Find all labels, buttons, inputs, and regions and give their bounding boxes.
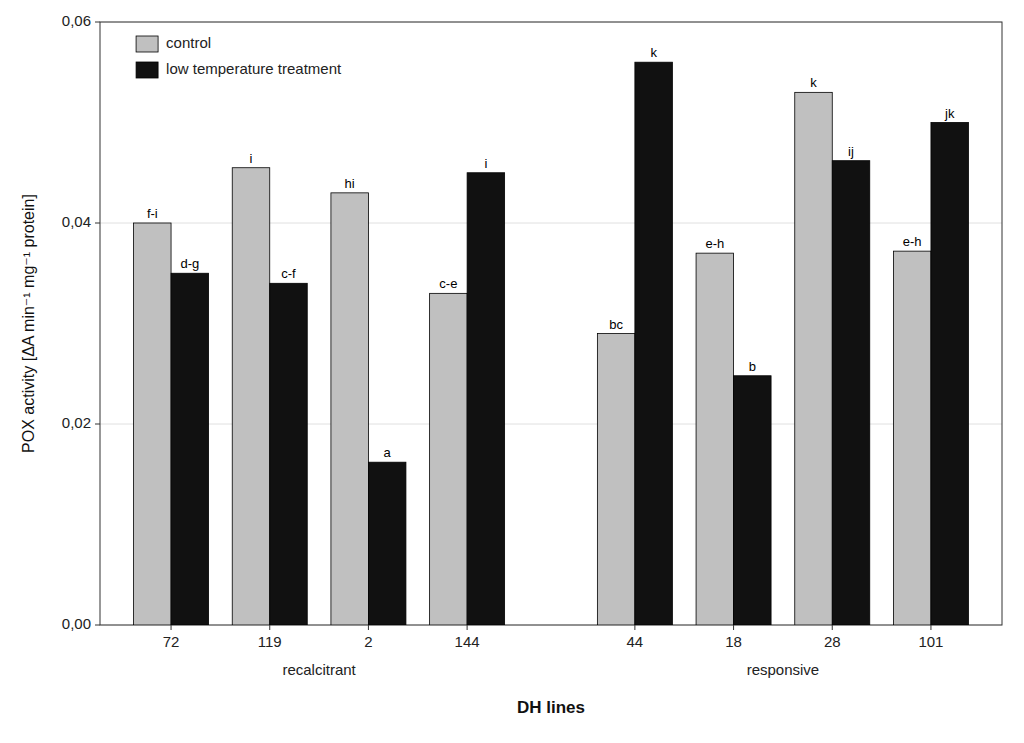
legend: control low temperature treatment	[136, 34, 342, 78]
significance-letter: b	[749, 359, 756, 374]
bar	[635, 62, 673, 625]
x-tick-label: 28	[824, 633, 841, 650]
x-tick	[930, 625, 931, 630]
bar-letters: f-i i hi c-e bc e-h k e-h d-g c-f a i k b ij jk	[147, 45, 955, 460]
x-tick	[733, 625, 734, 630]
significance-letter: a	[384, 445, 392, 460]
y-tick	[95, 424, 100, 425]
x-tick	[832, 625, 833, 630]
y-tick-label: 0,00	[62, 615, 91, 632]
bar	[832, 161, 870, 625]
bar	[368, 462, 406, 625]
bar	[734, 376, 772, 625]
x-tick-label: 101	[918, 633, 943, 650]
bar	[331, 193, 369, 625]
significance-letter: c-f	[281, 266, 296, 281]
x-axis-label: DH lines	[517, 698, 585, 717]
significance-letter: bc	[609, 317, 623, 332]
significance-letter: hi	[345, 176, 355, 191]
y-tick	[95, 625, 100, 626]
bar	[696, 253, 734, 625]
x-tick-label: 2	[364, 633, 372, 650]
legend-swatch	[136, 36, 158, 52]
significance-letter: i	[250, 151, 253, 166]
significance-letter: e-h	[903, 234, 922, 249]
chart-container: 0,00 0,02 0,04 0,06 72 119 2 144 44 18 28 101 recalc…	[0, 0, 1024, 743]
x-tick	[368, 625, 369, 630]
significance-letter: f-i	[147, 206, 158, 221]
y-tick	[95, 223, 100, 224]
x-tick-label: 119	[258, 633, 282, 650]
category-group-label: recalcitrant	[282, 661, 356, 678]
bar	[270, 283, 308, 625]
axes: 0,00 0,02 0,04 0,06 72 119 2 144 44 18 28 101 recalc…	[62, 12, 1002, 678]
x-tick-label: 72	[163, 633, 180, 650]
significance-letter: k	[810, 75, 817, 90]
x-tick-label: 144	[455, 633, 480, 650]
x-tick-label: 44	[627, 633, 644, 650]
x-tick	[269, 625, 270, 630]
y-tick-label: 0,04	[62, 213, 91, 230]
y-tick-label: 0,06	[62, 12, 91, 29]
bar	[232, 168, 270, 625]
bar	[430, 293, 468, 625]
significance-letter: i	[484, 156, 487, 171]
bar	[467, 173, 505, 625]
x-tick-label: 18	[725, 633, 742, 650]
bar	[134, 223, 172, 625]
y-tick-label: 0,02	[62, 414, 91, 431]
significance-letter: ij	[848, 144, 854, 159]
chart-svg: 0,00 0,02 0,04 0,06 72 119 2 144 44 18 28 101 recalc…	[0, 0, 1024, 743]
bars	[134, 62, 969, 625]
plot-frame	[100, 22, 1002, 625]
category-group-label: responsive	[747, 661, 820, 678]
bar	[795, 92, 833, 625]
bar	[893, 251, 931, 625]
bar	[597, 334, 635, 625]
x-tick	[467, 625, 468, 630]
bar	[171, 273, 209, 625]
grid	[100, 22, 1002, 625]
y-axis-label: POX activity [ΔA min⁻¹ mg⁻¹ protein]	[20, 194, 37, 453]
significance-letter: c-e	[439, 276, 457, 291]
legend-label: low temperature treatment	[166, 60, 342, 77]
significance-letter: k	[650, 45, 657, 60]
bar	[931, 123, 969, 626]
significance-letter: d-g	[180, 256, 199, 271]
x-tick	[634, 625, 635, 630]
legend-swatch	[136, 62, 158, 78]
y-tick	[95, 22, 100, 23]
significance-letter: jk	[944, 106, 955, 121]
x-tick	[171, 625, 172, 630]
significance-letter: e-h	[705, 236, 724, 251]
legend-label: control	[166, 34, 211, 51]
